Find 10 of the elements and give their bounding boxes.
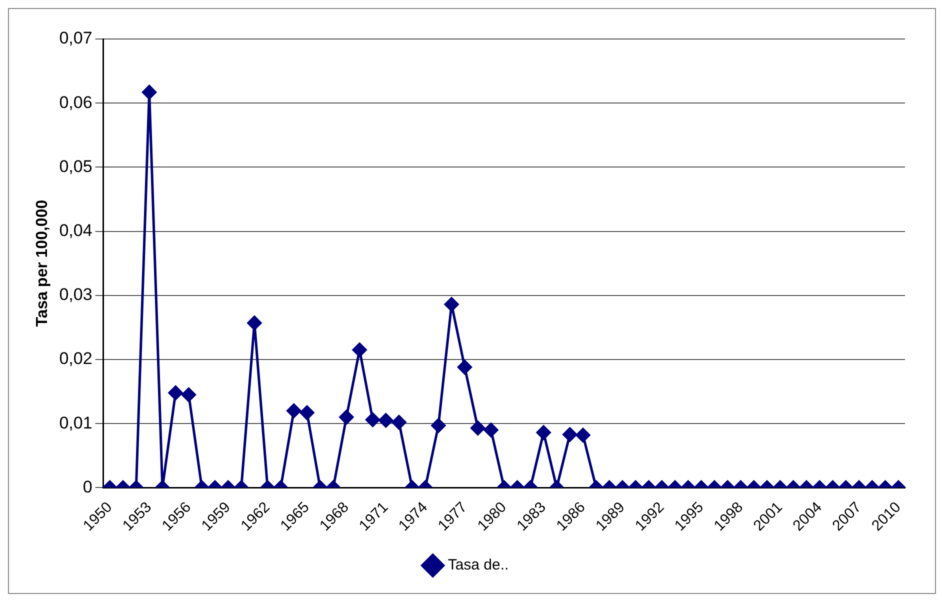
y-tick-label: 0,06 bbox=[59, 92, 92, 112]
y-tick-label: 0,04 bbox=[59, 220, 92, 240]
legend-label: Tasa de.. bbox=[448, 556, 509, 574]
y-tick-label: 0,02 bbox=[59, 349, 92, 368]
y-tick-label: 0,03 bbox=[59, 285, 92, 304]
y-tick-label: 0,01 bbox=[59, 413, 92, 432]
y-tick-label: 0,07 bbox=[59, 28, 92, 48]
y-tick-label: 0 bbox=[82, 477, 92, 496]
y-tick-label: 0,05 bbox=[59, 156, 92, 176]
y-axis-title: Tasa per 100,000 bbox=[34, 200, 52, 327]
